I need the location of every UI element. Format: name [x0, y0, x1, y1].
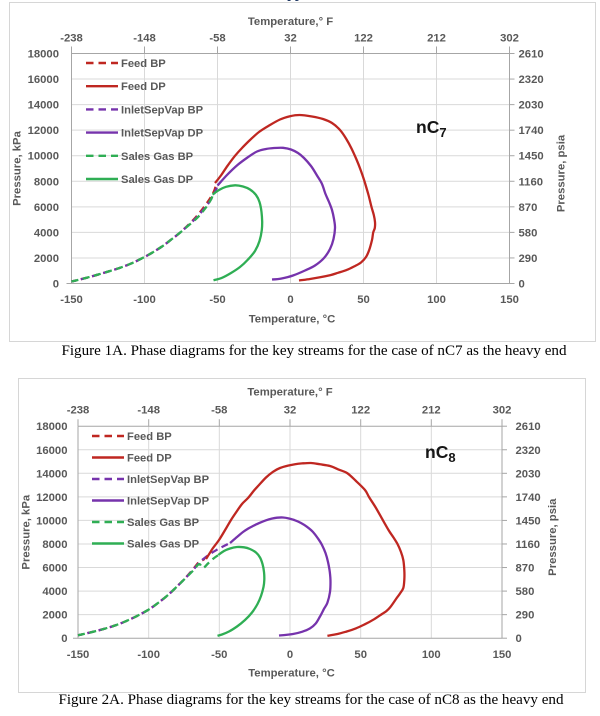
svg-text:Feed BP: Feed BP	[127, 431, 172, 443]
svg-text:12000: 12000	[36, 492, 67, 504]
svg-text:580: 580	[519, 227, 538, 239]
svg-text:14000: 14000	[28, 100, 59, 112]
svg-text:2610: 2610	[516, 421, 541, 433]
svg-text:302: 302	[500, 33, 519, 45]
svg-text:1740: 1740	[519, 125, 544, 137]
svg-text:16000: 16000	[28, 74, 59, 86]
svg-text:10000: 10000	[28, 151, 59, 163]
svg-text:32: 32	[284, 33, 297, 45]
svg-text:Feed DP: Feed DP	[121, 81, 166, 93]
svg-text:212: 212	[422, 405, 441, 417]
svg-text:2320: 2320	[519, 74, 544, 86]
svg-text:290: 290	[519, 253, 538, 265]
svg-text:870: 870	[516, 563, 535, 575]
svg-text:Temperature,° F: Temperature,° F	[247, 387, 332, 399]
svg-text:0: 0	[61, 633, 67, 645]
svg-text:Temperature, °C: Temperature, °C	[249, 314, 336, 326]
svg-text:1450: 1450	[516, 515, 541, 527]
svg-text:2000: 2000	[34, 253, 59, 265]
svg-text:302: 302	[493, 405, 512, 417]
svg-text:-148: -148	[137, 405, 160, 417]
svg-text:Temperature, °C: Temperature, °C	[248, 668, 335, 680]
svg-text:InletSepVap BP: InletSepVap BP	[121, 104, 204, 116]
svg-text:-58: -58	[211, 405, 227, 417]
svg-text:212: 212	[427, 33, 446, 45]
svg-text:0: 0	[53, 279, 59, 291]
svg-text:2320: 2320	[516, 445, 541, 457]
svg-text:6000: 6000	[34, 202, 59, 214]
svg-text:6000: 6000	[42, 563, 67, 575]
svg-text:32: 32	[284, 405, 297, 417]
svg-text:150: 150	[493, 649, 512, 661]
svg-text:50: 50	[357, 294, 370, 306]
svg-text:-58: -58	[209, 33, 225, 45]
svg-text:Pressure, kPa: Pressure, kPa	[21, 494, 33, 569]
svg-text:1740: 1740	[516, 492, 541, 504]
svg-text:50: 50	[354, 649, 367, 661]
svg-text:8000: 8000	[42, 539, 67, 551]
svg-text:Sales Gas DP: Sales Gas DP	[121, 174, 194, 186]
svg-text:100: 100	[422, 649, 441, 661]
svg-text:-238: -238	[67, 405, 90, 417]
svg-text:18000: 18000	[28, 49, 59, 61]
svg-text:-238: -238	[60, 33, 83, 45]
svg-text:-148: -148	[133, 33, 156, 45]
svg-text:10000: 10000	[36, 515, 67, 527]
svg-text:Pressure, psia: Pressure, psia	[547, 498, 559, 576]
svg-text:InletSepVap DP: InletSepVap DP	[121, 128, 204, 140]
svg-text:Pressure, psia: Pressure, psia	[556, 134, 568, 212]
svg-text:2000: 2000	[42, 610, 67, 622]
svg-text:2610: 2610	[519, 49, 544, 61]
svg-text:Feed DP: Feed DP	[127, 453, 172, 465]
svg-text:InletSepVap BP: InletSepVap BP	[127, 474, 210, 486]
svg-text:Sales Gas BP: Sales Gas BP	[121, 151, 194, 163]
svg-text:0: 0	[516, 633, 522, 645]
svg-text:InletSepVap DP: InletSepVap DP	[127, 496, 210, 508]
svg-text:0: 0	[287, 294, 293, 306]
svg-text:150: 150	[500, 294, 519, 306]
svg-text:0: 0	[287, 649, 293, 661]
svg-text:2030: 2030	[516, 468, 541, 480]
svg-text:-100: -100	[133, 294, 156, 306]
svg-text:-150: -150	[67, 649, 90, 661]
svg-text:-50: -50	[211, 649, 227, 661]
svg-text:-100: -100	[137, 649, 160, 661]
svg-text:2030: 2030	[519, 100, 544, 112]
svg-text:16000: 16000	[36, 445, 67, 457]
svg-text:870: 870	[519, 202, 538, 214]
svg-text:100: 100	[427, 294, 446, 306]
svg-text:1160: 1160	[519, 176, 544, 188]
svg-text:nC7: nC7	[416, 117, 447, 140]
svg-text:1450: 1450	[519, 151, 544, 163]
svg-text:12000: 12000	[28, 125, 59, 137]
svg-text:18000: 18000	[36, 421, 67, 433]
svg-text:Temperature,° F: Temperature,° F	[248, 16, 333, 28]
svg-text:-150: -150	[60, 294, 83, 306]
svg-text:122: 122	[354, 33, 373, 45]
svg-text:122: 122	[351, 405, 370, 417]
svg-text:4000: 4000	[42, 586, 67, 598]
svg-text:Feed BP: Feed BP	[121, 58, 166, 70]
svg-text:14000: 14000	[36, 468, 67, 480]
svg-text:0: 0	[519, 279, 525, 291]
svg-text:1160: 1160	[516, 539, 541, 551]
svg-text:4000: 4000	[34, 227, 59, 239]
svg-text:8000: 8000	[34, 176, 59, 188]
svg-text:-50: -50	[209, 294, 225, 306]
svg-text:290: 290	[516, 610, 535, 622]
svg-text:Sales Gas DP: Sales Gas DP	[127, 539, 200, 551]
svg-text:580: 580	[516, 586, 535, 598]
svg-text:nC8: nC8	[425, 442, 456, 465]
svg-text:Sales Gas BP: Sales Gas BP	[127, 517, 200, 529]
svg-text:Pressure, kPa: Pressure, kPa	[12, 130, 24, 205]
